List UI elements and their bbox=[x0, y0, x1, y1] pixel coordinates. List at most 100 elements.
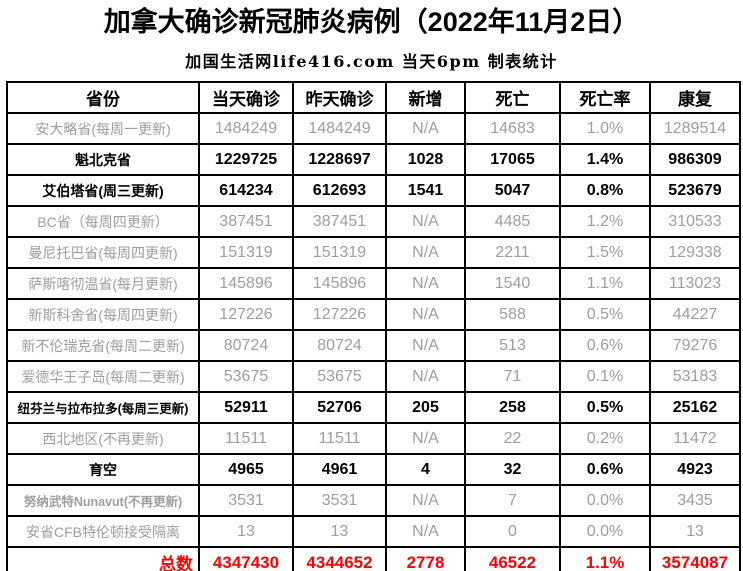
cell-today-confirmed: 1229725 bbox=[198, 143, 294, 177]
table-row: BC省（每周四更新） 387451 387451 N/A 4485 1.2% 310533 bbox=[6, 205, 741, 239]
cell-new-cases: N/A bbox=[385, 205, 466, 239]
table-row: 爱德华王子岛(每周二更新) 53675 53675 N/A 71 0.1% 53183 bbox=[6, 360, 741, 394]
cell-new-cases: N/A bbox=[385, 515, 466, 549]
cell-deaths: 71 bbox=[464, 360, 561, 394]
cell-yesterday-confirmed: 612693 bbox=[292, 174, 387, 208]
col-header-today-confirmed: 当天确诊 bbox=[198, 81, 294, 115]
cell-recovered: 4923 bbox=[649, 453, 741, 487]
table-row: 曼尼托巴省(每周四更新) 151319 151319 N/A 2211 1.5% 12933… bbox=[6, 236, 741, 270]
cell-deaths: 1540 bbox=[464, 267, 561, 301]
cell-today-confirmed: 53675 bbox=[198, 360, 294, 394]
cell-yesterday-confirmed: 80724 bbox=[292, 329, 387, 363]
cell-recovered: 310533 bbox=[649, 205, 741, 239]
province-cell: 育空 bbox=[6, 453, 200, 487]
cell-death-rate: 1.4% bbox=[559, 143, 651, 177]
cell-new-cases: 1541 bbox=[385, 174, 466, 208]
col-header-province: 省份 bbox=[6, 81, 200, 115]
cell-today-confirmed: 127226 bbox=[198, 298, 294, 332]
cell-recovered: 113023 bbox=[649, 267, 741, 301]
cell-yesterday-confirmed: 13 bbox=[292, 515, 387, 549]
cell-new-cases: N/A bbox=[385, 267, 466, 301]
table-row: 努纳武特Nunavut(不再更新) 3531 3531 N/A 7 0.0% 3435 bbox=[6, 484, 741, 518]
province-cell: 爱德华王子岛(每周二更新) bbox=[6, 360, 200, 394]
province-cell: 艾伯塔省(周三更新) bbox=[6, 174, 200, 208]
cell-new-cases: N/A bbox=[385, 112, 466, 146]
province-cell: 新不伦瑞克省(每周二更新) bbox=[6, 329, 200, 363]
cell-recovered: 3574087 bbox=[649, 546, 741, 571]
cell-today-confirmed: 11511 bbox=[198, 422, 294, 456]
province-cell: 西北地区(不再更新) bbox=[6, 422, 200, 456]
cell-deaths: 513 bbox=[464, 329, 561, 363]
cell-yesterday-confirmed: 1228697 bbox=[292, 143, 387, 177]
table-row: 纽芬兰与拉布拉多(每周三更新) 52911 52706 205 258 0.5% 25162 bbox=[6, 391, 741, 425]
cell-death-rate: 0.0% bbox=[559, 484, 651, 518]
cell-yesterday-confirmed: 53675 bbox=[292, 360, 387, 394]
cell-deaths: 17065 bbox=[464, 143, 561, 177]
total-label: 总数 bbox=[6, 546, 200, 571]
total-row: 总数 4347430 4344652 2778 46522 1.1% 3574087 bbox=[6, 546, 741, 571]
cell-new-cases: N/A bbox=[385, 360, 466, 394]
table-row: 安大略省(每周一更新) 1484249 1484249 N/A 14683 1.0% 128… bbox=[6, 112, 741, 146]
cell-new-cases: N/A bbox=[385, 422, 466, 456]
cell-recovered: 11472 bbox=[649, 422, 741, 456]
table-row: 新斯科舍省(每周四更新) 127226 127226 N/A 588 0.5% 44227 bbox=[6, 298, 741, 332]
province-cell: 纽芬兰与拉布拉多(每周三更新) bbox=[6, 391, 200, 425]
table-row: 西北地区(不再更新) 11511 11511 N/A 22 0.2% 11472 bbox=[6, 422, 741, 456]
cell-recovered: 44227 bbox=[649, 298, 741, 332]
cell-recovered: 129338 bbox=[649, 236, 741, 270]
cell-yesterday-confirmed: 127226 bbox=[292, 298, 387, 332]
cell-today-confirmed: 13 bbox=[198, 515, 294, 549]
cell-recovered: 1289514 bbox=[649, 112, 741, 146]
cell-deaths: 32 bbox=[464, 453, 561, 487]
table-row: 新不伦瑞克省(每周二更新) 80724 80724 N/A 513 0.6% 79276 bbox=[6, 329, 741, 363]
col-header-deaths: 死亡 bbox=[464, 81, 561, 115]
cell-death-rate: 0.0% bbox=[559, 515, 651, 549]
cell-recovered: 986309 bbox=[649, 143, 741, 177]
cell-deaths: 14683 bbox=[464, 112, 561, 146]
province-cell: 萨斯喀彻温省(每月更新) bbox=[6, 267, 200, 301]
page-title: 加拿大确诊新冠肺炎病例（2022年11月2日） bbox=[103, 7, 640, 37]
cell-recovered: 3435 bbox=[649, 484, 741, 518]
cell-new-cases: N/A bbox=[385, 484, 466, 518]
cell-yesterday-confirmed: 1484249 bbox=[292, 112, 387, 146]
province-cell: 安省CFB特伦顿接受隔离 bbox=[6, 515, 200, 549]
cell-deaths: 258 bbox=[464, 391, 561, 425]
cell-death-rate: 0.6% bbox=[559, 329, 651, 363]
table-row: 萨斯喀彻温省(每月更新) 145896 145896 N/A 1540 1.1% 11302… bbox=[6, 267, 741, 301]
cell-deaths: 22 bbox=[464, 422, 561, 456]
cell-new-cases: N/A bbox=[385, 329, 466, 363]
cell-yesterday-confirmed: 4961 bbox=[292, 453, 387, 487]
cell-recovered: 13 bbox=[649, 515, 741, 549]
cell-recovered: 79276 bbox=[649, 329, 741, 363]
cell-today-confirmed: 1484249 bbox=[198, 112, 294, 146]
cell-today-confirmed: 614234 bbox=[198, 174, 294, 208]
cell-death-rate: 0.5% bbox=[559, 391, 651, 425]
cell-yesterday-confirmed: 387451 bbox=[292, 205, 387, 239]
cell-today-confirmed: 4965 bbox=[198, 453, 294, 487]
table-row: 育空 4965 4961 4 32 0.6% 4923 bbox=[6, 453, 741, 487]
cell-deaths: 2211 bbox=[464, 236, 561, 270]
cell-new-cases: 205 bbox=[385, 391, 466, 425]
page-subtitle: 加国生活网life416.com 当天6pm 制表统计 bbox=[185, 52, 558, 72]
covid-cases-table: 省份 当天确诊 昨天确诊 新增 死亡 死亡率 康复 安大略省(每周一更新) 148… bbox=[6, 81, 741, 571]
col-header-new-cases: 新增 bbox=[385, 81, 466, 115]
cell-new-cases: N/A bbox=[385, 298, 466, 332]
cell-deaths: 46522 bbox=[464, 546, 561, 571]
cell-yesterday-confirmed: 145896 bbox=[292, 267, 387, 301]
province-cell: 安大略省(每周一更新) bbox=[6, 112, 200, 146]
cell-yesterday-confirmed: 4344652 bbox=[292, 546, 387, 571]
cell-deaths: 4485 bbox=[464, 205, 561, 239]
province-cell: 努纳武特Nunavut(不再更新) bbox=[6, 484, 200, 518]
cell-death-rate: 0.6% bbox=[559, 453, 651, 487]
cell-today-confirmed: 151319 bbox=[198, 236, 294, 270]
province-cell: 曼尼托巴省(每周四更新) bbox=[6, 236, 200, 270]
cell-deaths: 7 bbox=[464, 484, 561, 518]
province-cell: 新斯科舍省(每周四更新) bbox=[6, 298, 200, 332]
cell-death-rate: 1.2% bbox=[559, 205, 651, 239]
cell-today-confirmed: 52911 bbox=[198, 391, 294, 425]
cell-recovered: 523679 bbox=[649, 174, 741, 208]
cell-recovered: 53183 bbox=[649, 360, 741, 394]
cell-new-cases: N/A bbox=[385, 236, 466, 270]
cell-death-rate: 1.1% bbox=[559, 546, 651, 571]
